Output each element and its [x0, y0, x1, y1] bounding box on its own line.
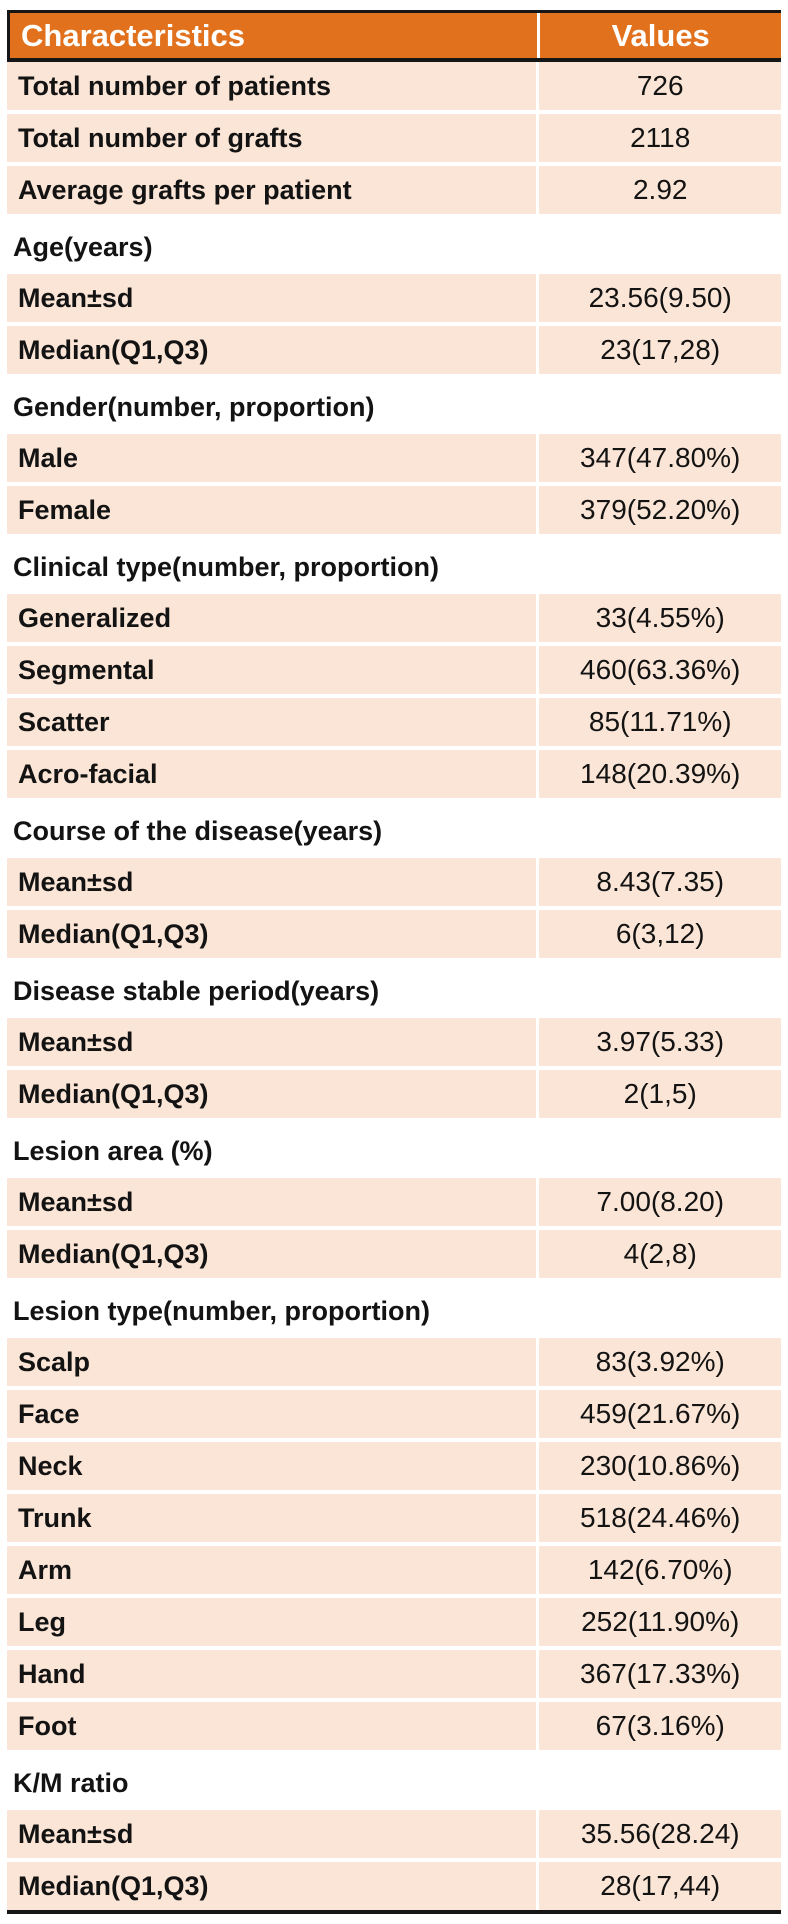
- table-row: Mean±sd 35.56(28.24): [7, 1810, 781, 1858]
- table-row: Female 379(52.20%): [7, 486, 781, 534]
- row-label: Mean±sd: [7, 1178, 537, 1226]
- table-row: Total number of grafts 2118: [7, 114, 781, 162]
- row-label: Median(Q1,Q3): [7, 1230, 537, 1278]
- row-label: Mean±sd: [7, 858, 537, 906]
- row-label: Segmental: [7, 646, 537, 694]
- row-value: 367(17.33%): [539, 1650, 781, 1698]
- row-label: Scatter: [7, 698, 537, 746]
- row-label: Hand: [7, 1650, 537, 1698]
- row-value: 67(3.16%): [539, 1702, 781, 1750]
- row-value: 8.43(7.35): [539, 858, 781, 906]
- row-value: 23.56(9.50): [539, 274, 781, 322]
- row-label: Female: [7, 486, 537, 534]
- row-label: Median(Q1,Q3): [7, 910, 537, 958]
- table-row: Face 459(21.67%): [7, 1390, 781, 1438]
- section-row: Course of the disease(years): [7, 802, 781, 858]
- table-row: Median(Q1,Q3) 2(1,5): [7, 1070, 781, 1118]
- row-label: Acro-facial: [7, 750, 537, 798]
- row-label: Scalp: [7, 1338, 537, 1386]
- row-value: 518(24.46%): [539, 1494, 781, 1542]
- row-value: 2(1,5): [539, 1070, 781, 1118]
- section-row: Lesion type(number, proportion): [7, 1282, 781, 1338]
- table-row: Average grafts per patient 2.92: [7, 166, 781, 214]
- row-value: 85(11.71%): [539, 698, 781, 746]
- row-value: 252(11.90%): [539, 1598, 781, 1646]
- section-row: Lesion area (%): [7, 1122, 781, 1178]
- row-label: Median(Q1,Q3): [7, 1070, 537, 1118]
- table-row: Neck 230(10.86%): [7, 1442, 781, 1490]
- table-row: Median(Q1,Q3) 4(2,8): [7, 1230, 781, 1278]
- table-row: Acro-facial 148(20.39%): [7, 750, 781, 798]
- row-value: 459(21.67%): [539, 1390, 781, 1438]
- table-row: Median(Q1,Q3) 6(3,12): [7, 910, 781, 958]
- table-row: Mean±sd 8.43(7.35): [7, 858, 781, 906]
- row-value: 23(17,28): [539, 326, 781, 374]
- table-row: Mean±sd 7.00(8.20): [7, 1178, 781, 1226]
- row-value: 148(20.39%): [539, 750, 781, 798]
- row-value: 2118: [539, 114, 781, 162]
- table-row: Mean±sd 3.97(5.33): [7, 1018, 781, 1066]
- table-row: Mean±sd 23.56(9.50): [7, 274, 781, 322]
- section-row: Clinical type(number, proportion): [7, 538, 781, 594]
- row-label: Face: [7, 1390, 537, 1438]
- row-label: Generalized: [7, 594, 537, 642]
- row-value: 7.00(8.20): [539, 1178, 781, 1226]
- row-label: Leg: [7, 1598, 537, 1646]
- section-row: Disease stable period(years): [7, 962, 781, 1018]
- table-row: Total number of patients 726: [7, 62, 781, 110]
- table-row: Arm 142(6.70%): [7, 1546, 781, 1594]
- row-value: 230(10.86%): [539, 1442, 781, 1490]
- characteristics-table: Characteristics Values Total number of p…: [7, 10, 781, 1914]
- row-value: 3.97(5.33): [539, 1018, 781, 1066]
- row-value: 33(4.55%): [539, 594, 781, 642]
- row-label: Median(Q1,Q3): [7, 1862, 537, 1910]
- row-value: 379(52.20%): [539, 486, 781, 534]
- row-value: 142(6.70%): [539, 1546, 781, 1594]
- column-header-characteristics: Characteristics: [10, 13, 538, 58]
- row-label: Mean±sd: [7, 274, 537, 322]
- row-label: Total number of grafts: [7, 114, 537, 162]
- row-label: Male: [7, 434, 537, 482]
- row-label: Foot: [7, 1702, 537, 1750]
- row-value: 35.56(28.24): [539, 1810, 781, 1858]
- table-header-row: Characteristics Values: [7, 10, 781, 62]
- row-label: Total number of patients: [7, 62, 537, 110]
- row-label: Average grafts per patient: [7, 166, 537, 214]
- table-row: Scatter 85(11.71%): [7, 698, 781, 746]
- table-row: Scalp 83(3.92%): [7, 1338, 781, 1386]
- row-label: Trunk: [7, 1494, 537, 1542]
- row-value: 2.92: [539, 166, 781, 214]
- row-label: Neck: [7, 1442, 537, 1490]
- row-value: 460(63.36%): [539, 646, 781, 694]
- table-row: Hand 367(17.33%): [7, 1650, 781, 1698]
- table-row: Generalized 33(4.55%): [7, 594, 781, 642]
- table-row: Trunk 518(24.46%): [7, 1494, 781, 1542]
- section-row: Gender(number, proportion): [7, 378, 781, 434]
- row-value: 347(47.80%): [539, 434, 781, 482]
- table-row: Segmental 460(63.36%): [7, 646, 781, 694]
- row-label: Mean±sd: [7, 1810, 537, 1858]
- section-row: K/M ratio: [7, 1754, 781, 1810]
- row-value: 726: [539, 62, 781, 110]
- table-row: Foot 67(3.16%): [7, 1702, 781, 1750]
- section-row: Age(years): [7, 218, 781, 274]
- row-label: Arm: [7, 1546, 537, 1594]
- row-value: 83(3.92%): [539, 1338, 781, 1386]
- table-row: Leg 252(11.90%): [7, 1598, 781, 1646]
- row-value: 28(17,44): [539, 1862, 781, 1910]
- row-label: Median(Q1,Q3): [7, 326, 537, 374]
- table-row: Median(Q1,Q3) 23(17,28): [7, 326, 781, 374]
- row-label: Mean±sd: [7, 1018, 537, 1066]
- table-row: Male 347(47.80%): [7, 434, 781, 482]
- row-value: 6(3,12): [539, 910, 781, 958]
- column-header-values: Values: [540, 13, 781, 58]
- table-row: Median(Q1,Q3) 28(17,44): [7, 1862, 781, 1910]
- table-body: Total number of patients 726 Total number …: [7, 62, 781, 1910]
- row-value: 4(2,8): [539, 1230, 781, 1278]
